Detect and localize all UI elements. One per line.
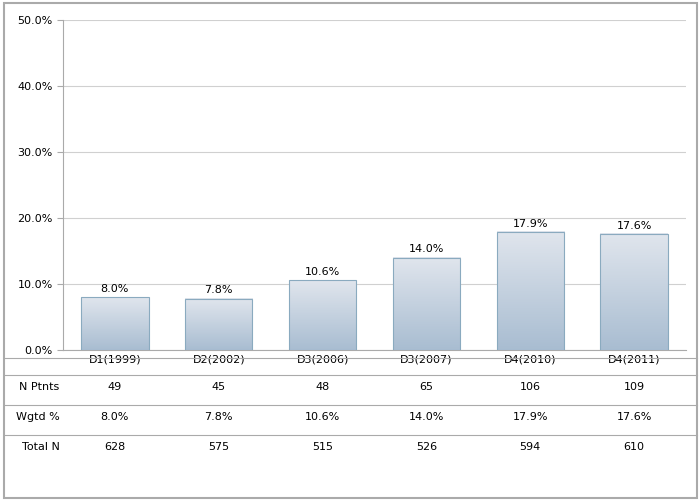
Text: N Ptnts: N Ptnts — [20, 382, 60, 392]
Bar — [185, 298, 253, 350]
Bar — [81, 297, 148, 350]
Text: Total N: Total N — [22, 442, 60, 452]
Text: Wgtd %: Wgtd % — [16, 412, 60, 422]
Text: 526: 526 — [416, 442, 437, 452]
Bar — [289, 280, 356, 350]
Text: 14.0%: 14.0% — [409, 412, 444, 422]
Text: 17.6%: 17.6% — [617, 220, 652, 230]
Text: 7.8%: 7.8% — [204, 285, 233, 295]
Bar — [496, 232, 564, 350]
Text: 610: 610 — [624, 442, 645, 452]
Text: 49: 49 — [108, 382, 122, 392]
Text: 48: 48 — [316, 382, 330, 392]
Text: 10.6%: 10.6% — [305, 266, 340, 276]
Text: 17.9%: 17.9% — [512, 412, 548, 422]
Text: 8.0%: 8.0% — [101, 284, 129, 294]
Text: 106: 106 — [519, 382, 540, 392]
Text: 65: 65 — [419, 382, 433, 392]
Text: 17.6%: 17.6% — [617, 412, 652, 422]
Text: 8.0%: 8.0% — [101, 412, 129, 422]
Text: 10.6%: 10.6% — [305, 412, 340, 422]
Text: 515: 515 — [312, 442, 333, 452]
Text: 628: 628 — [104, 442, 125, 452]
Bar — [601, 234, 668, 350]
Text: 14.0%: 14.0% — [409, 244, 444, 254]
Text: 594: 594 — [519, 442, 541, 452]
Bar — [393, 258, 460, 350]
Text: 7.8%: 7.8% — [204, 412, 233, 422]
Text: 17.9%: 17.9% — [512, 218, 548, 228]
Text: 109: 109 — [624, 382, 645, 392]
Text: 45: 45 — [211, 382, 226, 392]
Text: 575: 575 — [208, 442, 230, 452]
